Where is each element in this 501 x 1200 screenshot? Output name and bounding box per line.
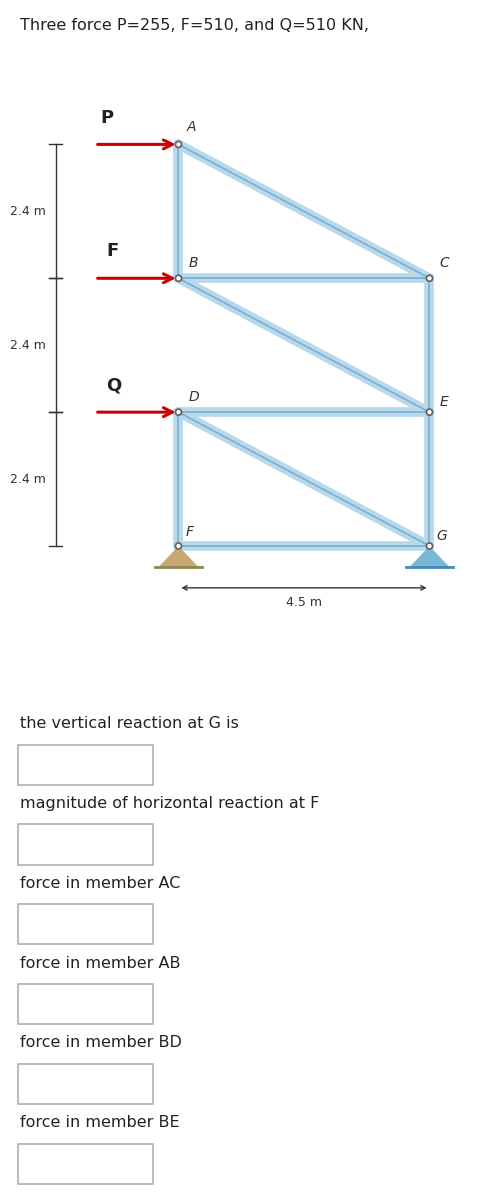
Text: P: P [100,108,113,126]
FancyBboxPatch shape [18,984,153,1025]
FancyBboxPatch shape [18,904,153,944]
Text: force in member AB: force in member AB [20,955,180,971]
Text: force in member BD: force in member BD [20,1036,181,1050]
Text: Q: Q [106,377,121,395]
FancyBboxPatch shape [18,1063,153,1104]
Text: D: D [188,390,199,403]
Text: force in member AC: force in member AC [20,876,180,890]
Text: A: A [186,120,196,134]
Circle shape [425,409,432,415]
Text: C: C [439,256,448,270]
Circle shape [175,409,181,415]
FancyBboxPatch shape [18,1144,153,1184]
Circle shape [175,542,181,550]
Polygon shape [409,547,448,568]
Circle shape [425,275,432,281]
Text: 2.4 m: 2.4 m [10,473,46,486]
Text: F: F [106,242,118,260]
Circle shape [175,142,181,148]
Text: the vertical reaction at G is: the vertical reaction at G is [20,716,238,731]
Circle shape [425,542,432,550]
FancyBboxPatch shape [18,744,153,785]
Text: force in member BE: force in member BE [20,1115,179,1130]
FancyBboxPatch shape [18,824,153,865]
Text: B: B [188,256,197,270]
Text: 2.4 m: 2.4 m [10,338,46,352]
Text: G: G [435,529,446,544]
Text: 2.4 m: 2.4 m [10,205,46,218]
Text: F: F [185,526,193,539]
Text: Three force P=255, F=510, and Q=510 KN,: Three force P=255, F=510, and Q=510 KN, [20,18,368,32]
Polygon shape [159,547,197,568]
Text: E: E [439,395,447,409]
Text: 4.5 m: 4.5 m [286,596,321,610]
Text: magnitude of horizontal reaction at F: magnitude of horizontal reaction at F [20,796,319,811]
Circle shape [175,275,181,281]
